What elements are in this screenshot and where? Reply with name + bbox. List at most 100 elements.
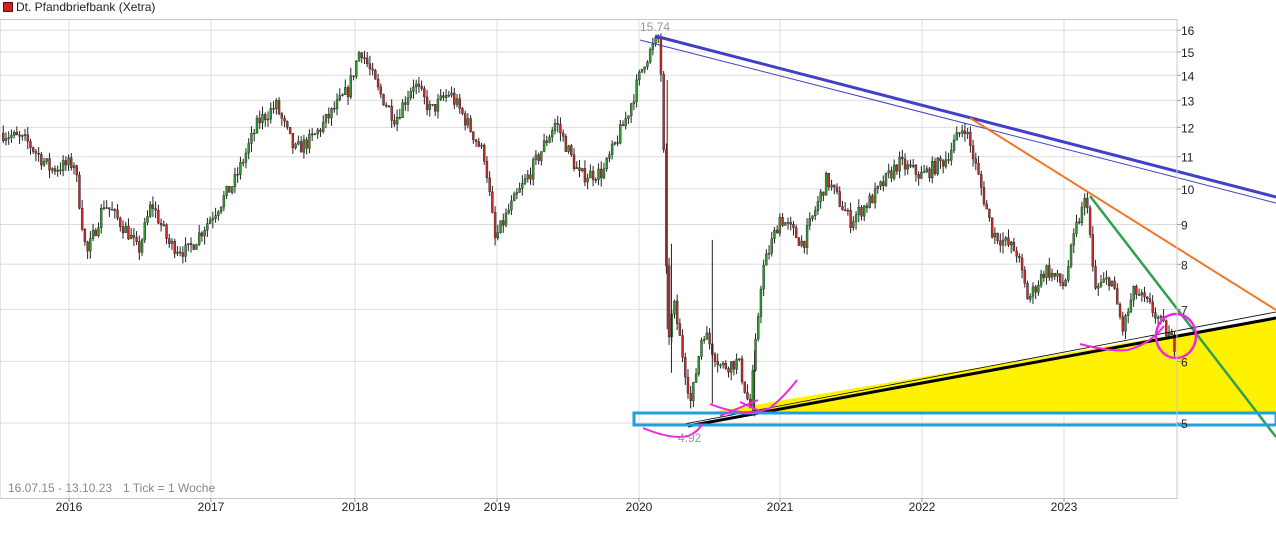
candle-down <box>178 251 182 254</box>
candle-down <box>371 68 374 71</box>
candle-up <box>269 108 272 120</box>
candle-up <box>244 152 248 163</box>
x-tick-label: 2018 <box>342 500 369 514</box>
candle-up <box>4 138 8 141</box>
candle-up <box>414 83 418 88</box>
candle-down <box>1137 294 1141 296</box>
candle-down <box>417 83 421 87</box>
candle-down <box>502 220 505 226</box>
candle-up <box>297 141 300 145</box>
candle-down <box>374 70 377 80</box>
candle-down <box>928 168 931 179</box>
candle-up <box>993 232 997 238</box>
candle-up <box>551 130 554 138</box>
candle-down <box>135 237 138 242</box>
candle-up <box>879 181 882 187</box>
candle-down <box>1118 304 1122 317</box>
candle-up <box>944 159 948 167</box>
candle-down <box>469 118 472 132</box>
support-highlight-area <box>700 318 1276 414</box>
candle-up <box>697 356 700 375</box>
candle-up <box>140 239 144 253</box>
candle-up <box>214 215 217 219</box>
candle-down <box>678 323 682 336</box>
candle-up <box>1001 239 1005 246</box>
candle-up <box>507 209 510 214</box>
annotation-circle <box>1154 312 1198 360</box>
candle-up <box>912 164 915 167</box>
candle-up <box>1067 266 1070 281</box>
candle-up <box>203 230 206 237</box>
candle-down <box>1107 277 1111 287</box>
candle-up <box>113 209 117 211</box>
candle-down <box>458 98 461 109</box>
candle-down <box>379 86 383 95</box>
candle-down <box>127 225 130 240</box>
candle-down <box>849 209 852 228</box>
candle-down <box>173 240 176 254</box>
candle-down <box>591 170 595 180</box>
y-tick-label: 13 <box>1181 94 1195 108</box>
candle-up <box>673 300 676 315</box>
candle-down <box>794 227 798 239</box>
candle-down <box>228 186 231 193</box>
candle-up <box>395 116 399 125</box>
candle-up <box>170 240 174 244</box>
plot-frame <box>0 19 1178 499</box>
candle-down <box>29 141 32 148</box>
y-tick-label: 6 <box>1181 355 1188 369</box>
candle-down <box>423 88 426 98</box>
candle-up <box>730 361 733 373</box>
candle-up <box>401 102 404 118</box>
candle-up <box>1064 279 1067 287</box>
candle-down <box>1116 288 1119 305</box>
candle-up <box>1129 299 1133 313</box>
candle-up <box>1127 311 1130 316</box>
candle-down <box>1026 283 1029 300</box>
candle-up <box>338 95 341 101</box>
candle-up <box>105 207 108 209</box>
candle-up <box>526 174 529 180</box>
candle-down <box>724 363 728 369</box>
candle-up <box>499 220 502 233</box>
candle-down <box>272 108 275 110</box>
candle-up <box>230 186 234 193</box>
candle-down <box>387 105 391 108</box>
candle-up <box>830 184 833 188</box>
candle-up <box>72 165 76 168</box>
candle-up <box>553 123 557 131</box>
candle-up <box>308 133 311 149</box>
candle-down <box>1007 237 1010 246</box>
annotation-curve-low <box>642 423 703 438</box>
candle-up <box>67 157 70 166</box>
candle-down <box>792 224 795 228</box>
candle-up <box>275 100 278 109</box>
candle-down <box>83 229 87 243</box>
candle-up <box>261 114 264 124</box>
candle-up <box>765 253 768 266</box>
candle-down <box>138 241 141 253</box>
candle-up <box>344 87 347 95</box>
candle-down <box>659 37 663 75</box>
candle-down <box>982 187 986 205</box>
candle-up <box>1110 280 1114 287</box>
candle-down <box>977 163 980 175</box>
candle-up <box>1009 241 1013 246</box>
candle-up <box>786 222 790 224</box>
candle-down <box>390 105 393 121</box>
y-tick-label: 14 <box>1181 69 1195 83</box>
candle-up <box>187 243 190 246</box>
candle-down <box>366 57 369 64</box>
candle-down <box>882 181 885 186</box>
candle-down <box>352 75 355 77</box>
candle-down <box>488 177 491 192</box>
candle-down <box>236 174 239 176</box>
candle-down <box>18 134 21 137</box>
candle-down <box>78 174 81 209</box>
candle-up <box>341 94 344 96</box>
candle-up <box>313 133 317 136</box>
candle-up <box>540 151 543 161</box>
candle-down <box>474 139 478 142</box>
candle-up <box>580 168 584 171</box>
y-tick-label: 8 <box>1181 258 1188 272</box>
